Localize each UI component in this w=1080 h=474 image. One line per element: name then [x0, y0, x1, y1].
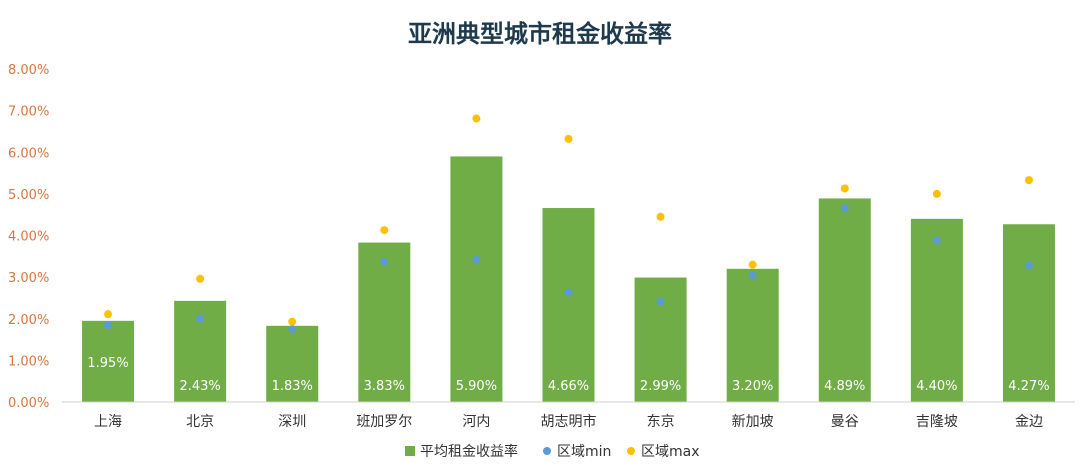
- marker-point: [196, 274, 205, 283]
- marker-point: [472, 114, 481, 123]
- y-axis: 0.00% 1.00% 2.00% 3.00% 4.00% 5.00% 6.00% 7.00%…: [8, 63, 49, 411]
- bar-data-label: 5.90%: [456, 379, 497, 394]
- legend-swatch: [543, 447, 551, 455]
- x-tick-label: 东京: [647, 414, 675, 430]
- bar: [82, 320, 135, 402]
- y-tick-label: 8.00%: [8, 63, 49, 78]
- y-tick-label: 1.00%: [8, 354, 49, 369]
- bar-data-label: 1.95%: [87, 356, 128, 371]
- x-tick-label: 吉隆坡: [916, 414, 958, 430]
- legend-label: 区域min: [557, 444, 611, 460]
- legend-label: 区域max: [641, 444, 700, 460]
- bar: [1002, 224, 1055, 402]
- bar-data-label: 4.89%: [824, 379, 865, 394]
- bar: [910, 218, 963, 402]
- marker-point: [564, 288, 573, 297]
- x-tick-label: 胡志明市: [541, 413, 597, 430]
- bar: [726, 268, 779, 402]
- bar-data-label: 2.99%: [640, 379, 681, 394]
- bar-data-label: 2.43%: [179, 379, 220, 394]
- y-tick-label: 4.00%: [8, 230, 49, 245]
- bar: [450, 156, 503, 402]
- y-tick-label: 6.00%: [8, 146, 49, 161]
- marker-point: [288, 325, 297, 334]
- marker-point: [656, 212, 665, 221]
- x-tick-label: 金边: [1015, 414, 1043, 430]
- marker-point: [748, 271, 757, 280]
- y-tick-label: 2.00%: [8, 313, 49, 328]
- marker-point: [380, 257, 389, 266]
- chart-title: 亚洲典型城市租金收益率: [408, 20, 672, 48]
- legend: 平均租金收益率 区域min 区域max: [405, 443, 700, 460]
- marker-point: [380, 226, 389, 235]
- marker-point: [840, 204, 849, 213]
- marker-point: [932, 189, 941, 198]
- marker-point: [1024, 261, 1033, 270]
- bar: [542, 208, 595, 402]
- x-tick-label: 北京: [186, 414, 214, 430]
- y-tick-label: 5.00%: [8, 188, 49, 203]
- legend-swatch: [627, 447, 635, 455]
- marker-point: [196, 314, 205, 323]
- bar-series: [82, 156, 1055, 402]
- bar-data-label: 1.83%: [272, 379, 313, 394]
- marker-point: [748, 260, 757, 269]
- x-tick-label: 深圳: [278, 414, 306, 430]
- y-tick-label: 0.00%: [8, 396, 49, 411]
- marker-point: [1024, 176, 1033, 185]
- bar-data-label: 3.83%: [364, 379, 405, 394]
- x-tick-label: 河内: [462, 414, 490, 430]
- marker-point: [472, 255, 481, 264]
- x-tick-label: 上海: [94, 414, 122, 430]
- y-tick-label: 7.00%: [8, 105, 49, 120]
- marker-point: [288, 317, 297, 326]
- y-tick-label: 3.00%: [8, 271, 49, 286]
- legend-label: 平均租金收益率: [420, 443, 518, 460]
- marker-series: [104, 114, 1033, 334]
- data-labels: 1.95% 2.43% 1.83% 3.83% 5.90% 4.66% 2.99% 3.20%…: [87, 356, 1049, 394]
- bar: [818, 198, 871, 402]
- marker-point: [840, 184, 849, 193]
- x-tick-label: 新加坡: [732, 414, 774, 430]
- bar: [358, 242, 411, 402]
- bar-data-label: 3.20%: [732, 379, 773, 394]
- marker-point: [932, 236, 941, 245]
- bar: [266, 325, 319, 402]
- marker-point: [104, 320, 113, 329]
- bar-data-label: 4.66%: [548, 379, 589, 394]
- marker-point: [656, 297, 665, 306]
- x-tick-label: 曼谷: [831, 414, 859, 430]
- x-axis: 上海 北京 深圳 班加罗尔 河内 胡志明市 东京 新加坡 曼谷 吉隆坡 金边: [62, 401, 1075, 430]
- marker-point: [104, 310, 113, 319]
- bar-data-label: 4.40%: [916, 379, 957, 394]
- marker-point: [564, 134, 573, 143]
- x-tick-label: 班加罗尔: [356, 414, 412, 430]
- bar-data-label: 4.27%: [1008, 379, 1049, 394]
- legend-swatch: [405, 446, 415, 456]
